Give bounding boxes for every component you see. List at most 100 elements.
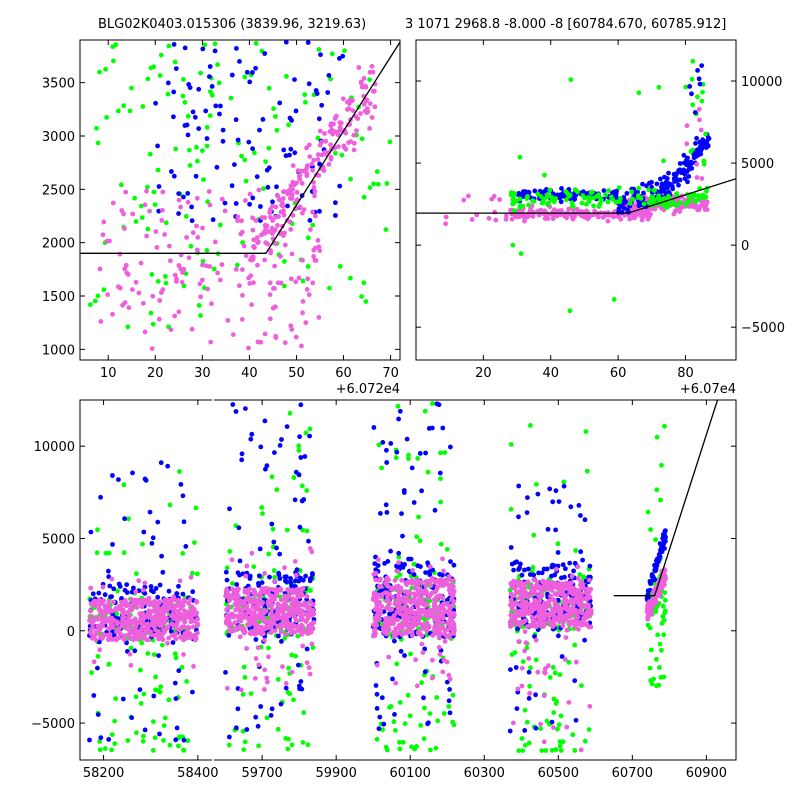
right-panel-point-blue [532, 188, 538, 194]
lightcurve-seg0-point-blue [181, 519, 187, 525]
lightcurve-seg1-point-pink [658, 585, 663, 591]
lightcurve-seg0-point-green [140, 541, 145, 547]
lightcurve-seg1-point-blue [378, 511, 383, 516]
lightcurve-seg1-point-pink [539, 587, 545, 593]
left-panel-point-pink [307, 154, 313, 160]
lightcurve-seg0-point-pink [172, 607, 178, 613]
lightcurve-seg1-point-blue [272, 450, 277, 455]
lightcurve-seg1-point-blue [224, 577, 230, 583]
right-panel-point-pink [684, 141, 690, 147]
lightcurve-seg1-point-green [393, 728, 398, 733]
lightcurve-seg0-point-blue [91, 693, 97, 698]
lightcurve-seg1-point-pink [256, 630, 262, 635]
left-panel-point-pink [304, 145, 309, 151]
lightcurve-seg1-point-green [659, 462, 664, 468]
left-panel-point-pink [273, 304, 278, 310]
lightcurve-seg1-point-pink [236, 586, 241, 592]
lightcurve-seg1-point-pink [272, 596, 277, 602]
left-panel-point-green [157, 73, 163, 78]
lightcurve-seg1-point-green [550, 665, 556, 670]
lightcurve-seg1-point-pink [263, 608, 269, 614]
lightcurve-seg0-point-pink [131, 601, 136, 606]
lightcurve-seg1-point-pink [535, 669, 541, 675]
lightcurve-seg1-point-green [566, 659, 572, 665]
lightcurve-seg1-point-green [446, 704, 452, 709]
lightcurve-seg1-point-pink [252, 591, 258, 597]
lightcurve-seg0-point-pink [188, 619, 194, 625]
left-panel-point-pink [358, 111, 363, 116]
left-panel-point-pink [117, 251, 123, 257]
lightcurve-seg0-point-blue [160, 569, 166, 575]
lightcurve-seg1-point-green [582, 738, 588, 744]
lightcurve-seg1-point-pink [404, 630, 409, 635]
lightcurve-seg0-point-pink [187, 631, 193, 636]
left-panel-point-pink [262, 331, 268, 337]
left-panel-point-pink [156, 316, 162, 322]
lightcurve-seg0-point-green [152, 735, 158, 741]
lightcurve-seg1-point-pink [443, 601, 449, 607]
lightcurve-seg1-point-blue [263, 466, 268, 472]
lightcurve-seg1-point-pink [266, 654, 271, 660]
left-panel-point-green [216, 80, 222, 86]
lightcurve-seg1-point-pink [280, 664, 285, 669]
right-panel-point-green [636, 185, 642, 191]
left-panel-point-green [243, 178, 249, 184]
left-panel-point-blue [254, 174, 260, 180]
left-panel-point-green [121, 103, 127, 109]
lightcurve-seg1-point-pink [255, 645, 261, 651]
lightcurve-seg1-point-blue [553, 527, 558, 533]
right-panel-point-green [635, 195, 641, 200]
lightcurve-seg1-point-pink [451, 631, 457, 636]
lightcurve-seg1-point-blue [384, 447, 389, 453]
right-panel-point-pink [694, 175, 700, 180]
lightcurve-seg1-point-blue [517, 565, 522, 571]
lightcurve-seg1-point-pink [311, 620, 317, 625]
left-panel-point-pink [287, 195, 293, 201]
left-panel-point-green [149, 272, 155, 277]
left-panel-point-pink [219, 196, 225, 202]
lightcurve-seg1-point-blue [582, 517, 588, 523]
right-panel-point-pink [504, 213, 509, 219]
left-panel-point-pink [104, 238, 110, 244]
lightcurve-seg1-point-pink [282, 601, 288, 607]
left-panel-point-blue [250, 70, 255, 75]
lightcurve-seg1-point-pink [438, 594, 444, 599]
lightcurve-seg1-point-pink [275, 624, 281, 629]
left-panel-point-green [187, 163, 193, 168]
left-panel-point-pink [160, 207, 165, 213]
lightcurve-seg1-point-blue [401, 490, 407, 495]
lightcurve-seg1-point-pink [519, 665, 525, 671]
lightcurve-seg1-point-blue [561, 483, 567, 489]
lightcurve-seg1-point-green [271, 568, 277, 573]
lightcurve-seg1-point-pink [576, 597, 581, 603]
lightcurve-seg1-point-green [405, 692, 411, 698]
left-panel-point-pink [200, 225, 205, 231]
lightcurve-seg0-point-pink [137, 611, 143, 616]
lightcurve-seg1-point-pink [576, 626, 581, 632]
right-panel-point-green [563, 197, 569, 203]
left-panel-point-green [215, 62, 221, 67]
lightcurve-seg0-point-pink [135, 636, 140, 642]
left-panel-point-pink [267, 292, 273, 297]
lightcurve-seg0-point-pink [191, 664, 196, 669]
left-panel-point-pink [328, 156, 334, 162]
lightcurve-seg1-point-pink [262, 637, 267, 643]
left-panel-point-blue [233, 117, 239, 123]
lightcurve-seg1-point-blue [306, 538, 311, 544]
left-panel-point-green [133, 219, 139, 224]
lightcurve-seg0-point-pink [117, 630, 123, 636]
lightcurve-seg1-point-pink [264, 675, 270, 681]
lightcurve-seg0-point-pink [113, 619, 119, 625]
lightcurve-seg1-point-pink [262, 687, 267, 692]
right-panel-point-green [703, 131, 708, 137]
left-panel-point-green [101, 287, 107, 293]
left-panel-point-green [337, 264, 343, 269]
lightcurve-seg1-point-pink [389, 585, 394, 591]
lightcurve-seg1-point-pink [244, 563, 250, 569]
lightcurve-seg0-point-pink [104, 617, 110, 623]
lightcurve-seg1-point-pink [563, 635, 569, 640]
lightcurve-seg1-point-green [538, 726, 543, 731]
left-panel-point-pink [144, 233, 150, 239]
lightcurve-seg1-point-green [553, 747, 559, 752]
left-panel-point-pink [217, 277, 223, 283]
